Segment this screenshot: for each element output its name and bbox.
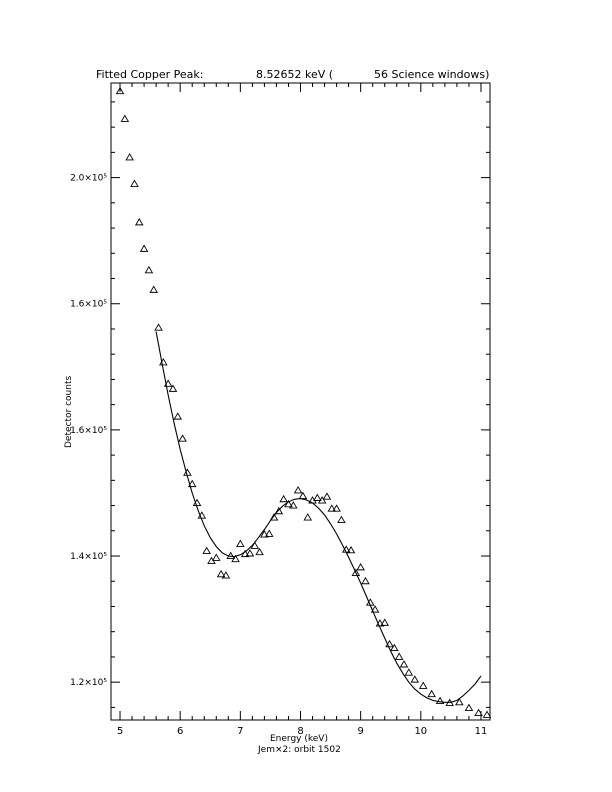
plot-border: [110, 82, 491, 721]
data-point-triangle: [351, 568, 361, 576]
data-point-triangle: [317, 496, 327, 504]
data-point-triangle: [482, 710, 492, 718]
chart-subtitle: Jem×2: orbit 1502: [258, 745, 341, 755]
data-point-triangle: [134, 217, 144, 226]
data-point-triangle: [474, 708, 483, 717]
data-point-triangle: [125, 153, 134, 161]
data-point-triangle: [337, 515, 346, 524]
data-points: [115, 86, 492, 718]
y-axis-label: Detector counts: [64, 375, 74, 448]
x-tick-label: 8: [297, 726, 303, 737]
data-point-triangle: [231, 554, 240, 563]
data-point-triangle: [427, 689, 436, 698]
chart-title-label: Fitted Copper Peak:: [96, 68, 204, 81]
data-point-triangle: [303, 513, 313, 521]
x-tick-label: 7: [237, 726, 243, 737]
x-tick-label: 10: [414, 726, 427, 737]
data-point-triangle: [464, 703, 474, 711]
y-axis-ticks: [111, 101, 490, 708]
data-point-triangle: [435, 696, 445, 705]
data-point-triangle: [130, 179, 139, 187]
data-point-triangle: [120, 114, 130, 122]
data-point-triangle: [313, 493, 322, 501]
data-point-triangle: [173, 412, 183, 420]
data-point-triangle: [455, 697, 464, 706]
data-point-triangle: [327, 504, 337, 512]
x-axis-ticks: [119, 83, 482, 720]
data-point-triangle: [226, 551, 235, 559]
y-tick-label: 2.0×10⁵: [70, 174, 107, 184]
data-point-triangle: [260, 530, 269, 538]
data-point-triangle: [221, 571, 231, 579]
data-point-triangle: [149, 285, 158, 293]
data-point-triangle: [284, 499, 293, 508]
data-point-triangle: [245, 549, 255, 557]
data-point-triangle: [410, 675, 420, 683]
chart-title-energy: 8.52652 keV (: [256, 68, 334, 81]
axes-frame: [110, 82, 491, 721]
data-point-triangle: [279, 494, 288, 503]
data-point-triangle: [380, 618, 390, 626]
data-point-triangle: [322, 492, 332, 500]
data-point-triangle: [298, 491, 308, 500]
fit-line: [155, 331, 482, 703]
x-tick-label: 9: [357, 726, 363, 737]
data-point-triangle: [144, 265, 154, 274]
x-axis-tick-labels: 5 6 7 8 9 10 11: [117, 726, 488, 737]
data-point-triangle: [404, 668, 414, 676]
data-point-triangle: [211, 553, 221, 561]
x-tick-label: 5: [117, 726, 123, 737]
data-point-triangle: [390, 643, 399, 652]
data-point-triangle: [255, 547, 264, 556]
y-axis-tick-labels: 1.2×10⁵ 1.4×10⁵ 1.6×10⁵ 1.6×10⁵ 2.0×10⁵: [70, 174, 107, 689]
data-point-triangle: [274, 506, 284, 515]
data-point-triangle: [250, 541, 260, 549]
data-point-triangle: [356, 562, 365, 571]
data-point-triangle: [139, 244, 149, 252]
data-point-triangle: [264, 529, 274, 537]
data-point-triangle: [240, 549, 250, 558]
data-point-triangle: [288, 501, 298, 509]
data-point-triangle: [168, 384, 178, 392]
data-point-triangle: [216, 569, 226, 578]
y-tick-label: 1.6×10⁵: [70, 300, 107, 310]
data-point-triangle: [293, 486, 303, 494]
x-tick-label: 11: [475, 726, 488, 737]
data-point-triangle: [154, 323, 163, 331]
data-point-triangle: [361, 576, 370, 585]
data-point-triangle: [236, 539, 245, 547]
data-point-triangle: [394, 652, 404, 660]
x-tick-label: 6: [177, 726, 183, 737]
chart-title-windows: 56 Science windows): [374, 68, 490, 81]
fit-curve: [155, 331, 482, 703]
data-point-triangle: [418, 681, 428, 689]
data-point-triangle: [187, 479, 197, 488]
data-point-triangle: [370, 605, 380, 613]
data-point-triangle: [332, 504, 341, 512]
y-tick-label: 1.4×10⁵: [70, 552, 107, 562]
data-point-triangle: [115, 86, 125, 95]
y-tick-label: 1.2×10⁵: [70, 678, 107, 688]
x-axis-label: Energy (keV): [270, 734, 328, 744]
data-point-triangle: [399, 660, 409, 668]
data-point-triangle: [178, 434, 187, 442]
y-tick-label: 1.6×10⁵: [70, 426, 107, 436]
data-point-triangle: [269, 513, 279, 521]
data-point-triangle: [202, 546, 211, 554]
data-point-triangle: [346, 545, 356, 554]
